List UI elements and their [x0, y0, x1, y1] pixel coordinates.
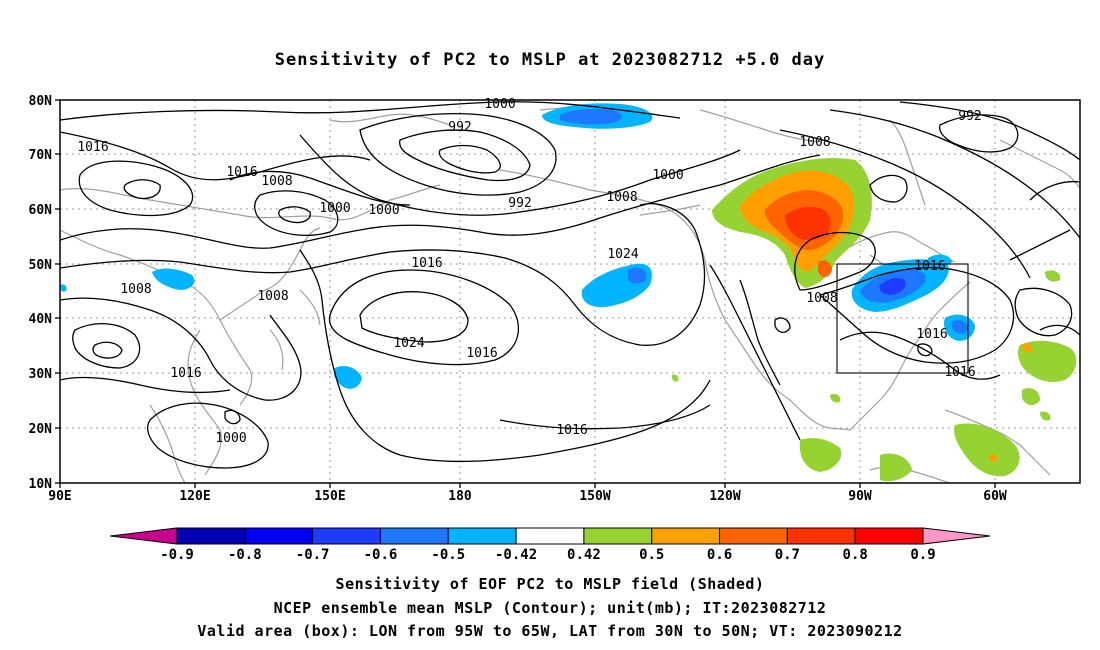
- colorbar-box: [379, 527, 449, 545]
- colorbar-box: [447, 527, 517, 545]
- negative-sensitivity: [60, 103, 975, 389]
- plot-frame: [59, 99, 1081, 484]
- contour-label: 1024: [393, 336, 424, 351]
- valid-area-box: [836, 263, 969, 374]
- positive-sensitivity: [671, 157, 1077, 482]
- contour-label: 1000: [319, 201, 350, 216]
- contour-label: 1008: [799, 135, 830, 150]
- lat-label: 50N: [29, 258, 53, 273]
- lon-label: 90E: [48, 489, 71, 504]
- colorbar-label: 0.42: [567, 547, 601, 563]
- lon-label: 60W: [983, 489, 1007, 504]
- contour-label: 1016: [944, 365, 975, 380]
- colorbar-label: -0.7: [296, 547, 330, 563]
- colorbar-box: [176, 527, 246, 545]
- contour-label: 1000: [368, 203, 399, 218]
- lat-label: 20N: [29, 422, 53, 437]
- caption-line-1: Sensitivity of EOF PC2 to MSLP field (Sh…: [335, 575, 765, 593]
- colorbar-label: -0.5: [431, 547, 465, 563]
- colorbar-label: 0.6: [707, 547, 732, 563]
- contour-label: 1016: [556, 423, 587, 438]
- lat-label: 10N: [29, 477, 53, 492]
- contour-label: 1016: [411, 256, 442, 271]
- colorbar-box: [515, 527, 585, 545]
- contour-label: 992: [508, 196, 531, 211]
- caption-line-2: NCEP ensemble mean MSLP (Contour); unit(…: [273, 599, 827, 617]
- contour-labels: 1000 992 1016 1016 1008 1000 1000 992 10…: [77, 97, 981, 446]
- lat-label: 70N: [29, 148, 53, 163]
- lon-label: 120W: [709, 489, 740, 504]
- colorbar-label: 0.8: [843, 547, 868, 563]
- colorbar-box: [312, 527, 381, 545]
- contour-label: 992: [448, 120, 471, 135]
- colorbar-extend-low: [109, 527, 178, 545]
- lon-label: 150W: [579, 489, 610, 504]
- lat-label: 30N: [29, 367, 53, 382]
- contour-label: 1016: [466, 346, 497, 361]
- lon-label: 120E: [179, 489, 210, 504]
- colorbar-label: 0.5: [639, 547, 664, 563]
- colorbar: -0.9 -0.8 -0.7 -0.6 -0.5 -0.42 0.42 0.5 0.6 0.7 0.…: [109, 527, 991, 563]
- contour-label: 992: [958, 109, 981, 124]
- contour-label: 1008: [606, 190, 637, 205]
- colorbar-box: [583, 527, 653, 545]
- axis-ticks: [55, 99, 996, 488]
- colorbar-label: -0.8: [228, 547, 262, 563]
- colorbar-label: -0.42: [495, 547, 537, 563]
- contour-label: 1000: [215, 431, 246, 446]
- contour-label: 1000: [484, 97, 515, 112]
- lon-label: 180: [448, 489, 472, 504]
- longitude-labels: 90E 120E 150E 180 150W 120W 90W 60W: [48, 489, 1007, 504]
- colorbar-extend-high: [922, 527, 991, 545]
- lat-label: 60N: [29, 203, 53, 218]
- colorbar-label: 0.9: [910, 547, 935, 563]
- map-title: Sensitivity of PC2 to MSLP at 2023082712…: [274, 50, 826, 70]
- contour-label: 1016: [77, 140, 108, 155]
- contour-label: 1024: [607, 247, 638, 262]
- contour-label: 1008: [257, 289, 288, 304]
- contour-label: 1008: [120, 282, 151, 297]
- colorbar-label: -0.9: [160, 547, 194, 563]
- contour-label: 1016: [170, 366, 201, 381]
- caption-line-3: Valid area (box): LON from 95W to 65W, L…: [197, 622, 903, 640]
- colorbar-box: [651, 527, 721, 545]
- colorbar-box: [854, 527, 924, 545]
- colorbar-label: -0.6: [364, 547, 398, 563]
- latitude-labels: 10N 20N 30N 40N 50N 60N 70N 80N: [29, 94, 53, 492]
- colorbar-label: 0.7: [775, 547, 800, 563]
- mslp-contours: [60, 101, 1080, 469]
- lat-label: 40N: [29, 312, 53, 327]
- lon-label: 150E: [314, 489, 345, 504]
- lat-label: 80N: [29, 94, 53, 109]
- contour-label: 1016: [226, 165, 257, 180]
- contour-label: 1008: [806, 291, 837, 306]
- colorbar-box: [786, 527, 856, 545]
- contour-label: 1016: [914, 259, 945, 274]
- contour-label: 1000: [652, 168, 683, 183]
- lon-label: 90W: [848, 489, 872, 504]
- colorbar-box: [719, 527, 788, 545]
- contour-label: 1016: [916, 327, 947, 342]
- colorbar-box: [244, 527, 314, 545]
- contour-label: 1008: [261, 174, 292, 189]
